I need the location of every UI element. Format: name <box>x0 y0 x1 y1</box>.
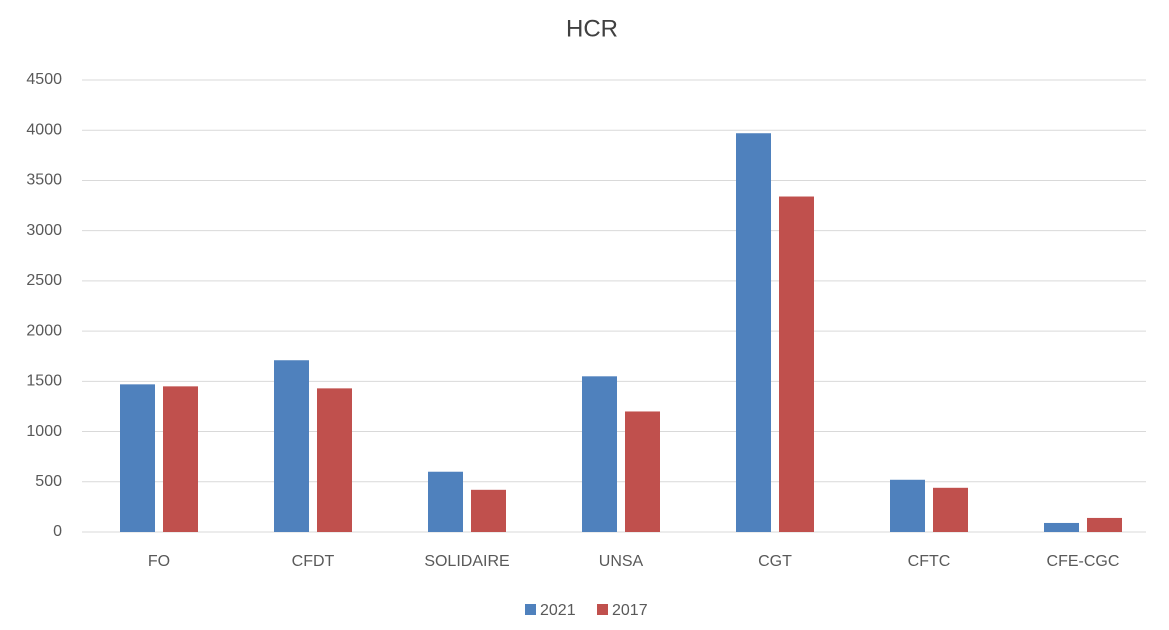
y-tick-label: 3500 <box>26 172 62 189</box>
y-tick-label: 4000 <box>26 121 62 138</box>
bar <box>428 471 463 532</box>
bar <box>120 384 155 532</box>
y-tick-label: 1000 <box>26 423 62 440</box>
x-tick-label: FO <box>148 553 170 570</box>
y-tick-label: 2500 <box>26 272 62 289</box>
y-tick-label: 500 <box>35 473 62 490</box>
bar <box>582 376 617 532</box>
bar <box>933 487 968 532</box>
bar <box>736 133 771 533</box>
bar <box>317 388 352 532</box>
x-tick-label: CFE-CGC <box>1047 553 1120 570</box>
bar <box>163 386 198 532</box>
legend-label: 2017 <box>612 602 648 619</box>
legend-swatch <box>525 604 536 615</box>
bar <box>1087 517 1122 532</box>
bar <box>274 360 309 532</box>
y-tick-label: 2000 <box>26 322 62 339</box>
bar <box>625 411 660 532</box>
bar <box>890 479 925 532</box>
x-tick-label: CGT <box>758 553 792 570</box>
x-tick-label: CFTC <box>908 553 951 570</box>
bar <box>779 196 814 532</box>
legend-label: 2021 <box>540 602 576 619</box>
legend-swatch <box>597 604 608 615</box>
y-tick-label: 4500 <box>26 71 62 88</box>
y-tick-label: 3000 <box>26 222 62 239</box>
x-tick-label: SOLIDAIRE <box>424 553 509 570</box>
y-tick-label: 1500 <box>26 373 62 390</box>
chart-title: HCR <box>566 15 618 42</box>
x-tick-label: CFDT <box>292 553 335 570</box>
y-tick-label: 0 <box>53 523 62 540</box>
bar <box>1044 522 1079 532</box>
x-tick-label: UNSA <box>599 553 644 570</box>
bar <box>471 489 506 532</box>
